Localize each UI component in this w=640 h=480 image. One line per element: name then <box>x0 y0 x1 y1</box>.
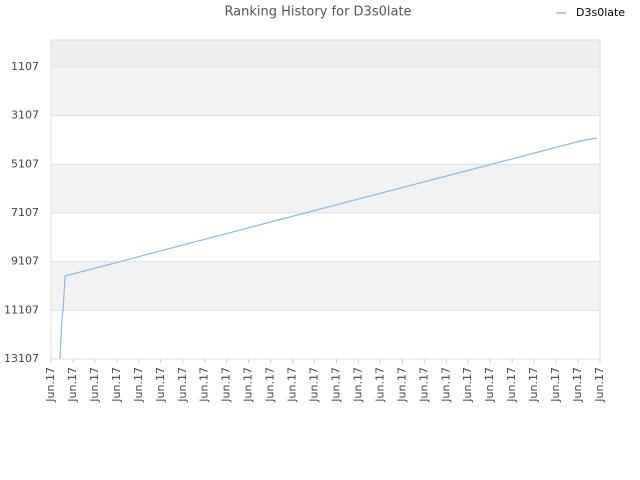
y-tick-label: 5107 <box>11 157 39 170</box>
x-tick-label: Jun.17 <box>88 367 101 403</box>
x-tick-label: Jun.17 <box>132 367 145 403</box>
x-tick-label: Jun.17 <box>220 367 233 403</box>
x-tick-label: Jun.17 <box>439 367 452 403</box>
x-tick-label: Jun.17 <box>571 367 584 403</box>
x-tick-label: Jun.17 <box>154 367 167 403</box>
x-tick-label: Jun.17 <box>44 367 57 403</box>
line <box>59 137 598 360</box>
legend-label: D3s0late <box>576 6 625 19</box>
y-tick-label: 1107 <box>11 60 39 73</box>
x-tick-label: Jun.17 <box>110 367 123 403</box>
x-tick-label: Jun.17 <box>549 367 562 403</box>
band <box>51 115 600 165</box>
x-tick-label: Jun.17 <box>417 367 430 403</box>
band <box>51 261 600 311</box>
band <box>51 66 600 116</box>
x-tick-label: Jun.17 <box>527 367 540 403</box>
y-tick-label: 9107 <box>11 255 39 268</box>
x-tick-label: Jun.17 <box>593 367 606 403</box>
x-tick-label: Jun.17 <box>198 367 211 403</box>
x-tick-label: Jun.17 <box>242 367 255 403</box>
y-tick-label: 13107 <box>4 352 39 365</box>
x-tick-label: Jun.17 <box>505 367 518 403</box>
y-tick-label: 7107 <box>11 206 39 219</box>
chart-title: Ranking History for D3s0late <box>224 5 411 20</box>
band <box>51 40 600 67</box>
band <box>51 310 600 359</box>
x-tick-label: Jun.17 <box>483 367 496 403</box>
x-tick-label: Jun.17 <box>351 367 364 403</box>
x-tick-label: Jun.17 <box>286 367 299 403</box>
x-tick-label: Jun.17 <box>373 367 386 403</box>
x-tick-label: Jun.17 <box>329 367 342 403</box>
y-tick-label: 3107 <box>11 109 39 122</box>
x-tick-label: Jun.17 <box>176 367 189 403</box>
x-tick-label: Jun.17 <box>66 367 79 403</box>
x-tick-label: Jun.17 <box>308 367 321 403</box>
band <box>51 212 600 262</box>
x-tick-label: Jun.17 <box>461 367 474 403</box>
y-tick-label: 11107 <box>4 303 39 316</box>
x-tick-label: Jun.17 <box>264 367 277 403</box>
band <box>51 164 600 213</box>
x-tick-label: Jun.17 <box>395 367 408 403</box>
